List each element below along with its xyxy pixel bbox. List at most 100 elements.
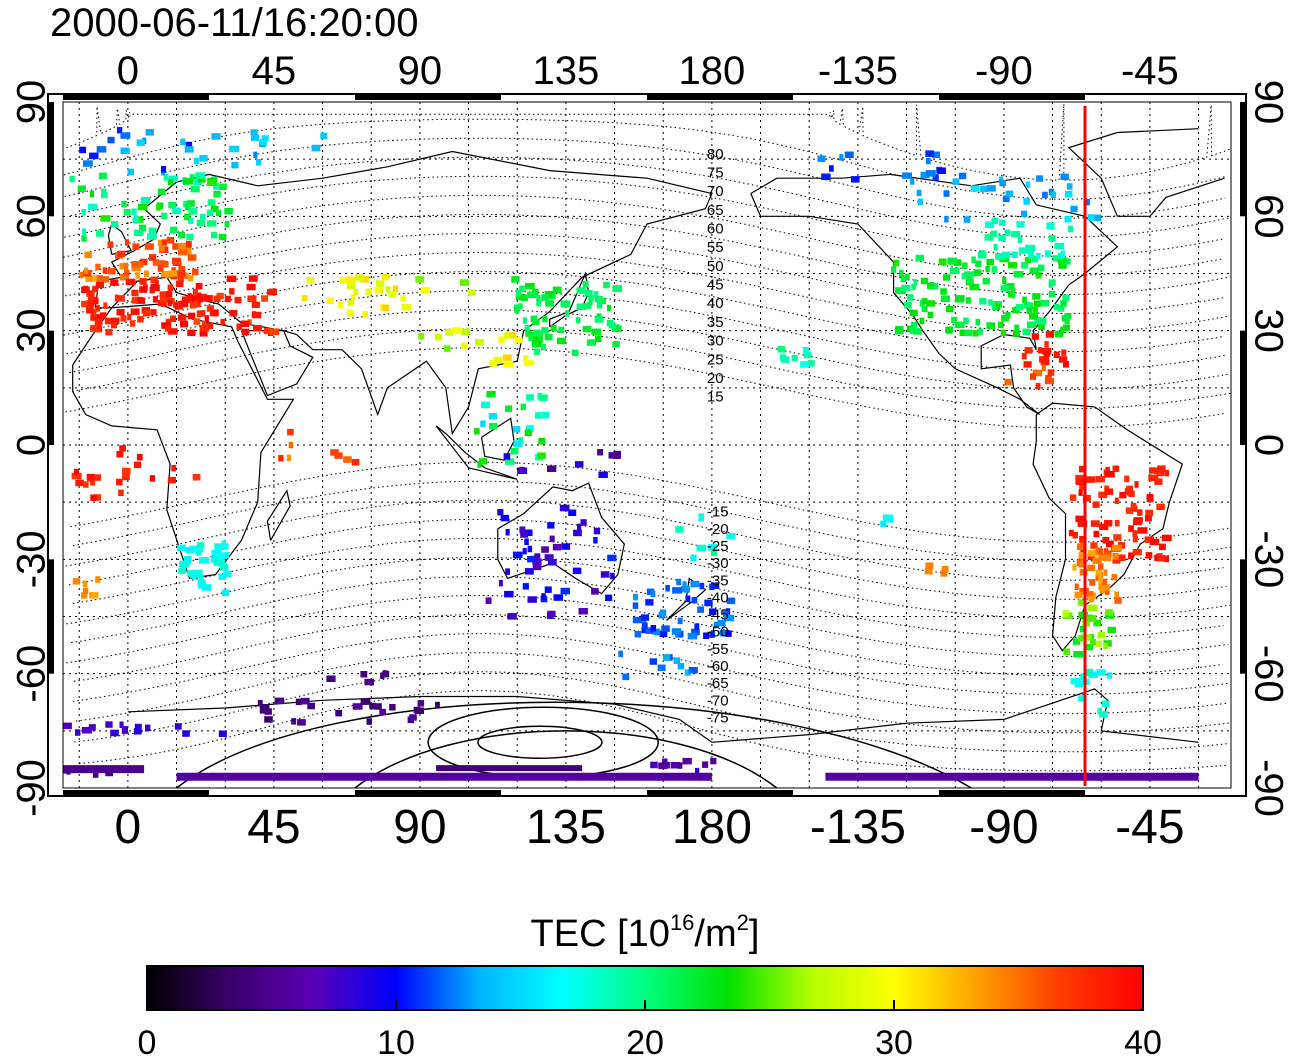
tec-band <box>63 765 145 774</box>
tec-cell <box>354 274 364 281</box>
tec-cell <box>1164 469 1170 477</box>
tec-cell <box>929 281 934 289</box>
tec-cell <box>119 274 130 281</box>
tec-cell <box>505 529 510 536</box>
tec-cell <box>1037 347 1042 354</box>
tec-cell <box>1021 262 1029 269</box>
tec-cell <box>1097 631 1106 639</box>
tec-cell <box>572 567 582 575</box>
contour-line <box>72 537 1231 619</box>
tec-cell <box>263 327 271 335</box>
tec-cell <box>895 287 903 294</box>
tec-cell <box>943 190 950 197</box>
tec-cell <box>1060 300 1067 307</box>
tec-cell <box>1114 591 1120 598</box>
tec-cell <box>593 537 598 544</box>
lon-tick-top: -135 <box>818 49 898 93</box>
tec-cell <box>503 453 511 460</box>
tec-cell <box>168 175 179 183</box>
contour-label: 30 <box>707 333 724 350</box>
tec-cell <box>992 303 1001 311</box>
tec-cell <box>632 602 639 609</box>
tec-cell <box>96 324 102 331</box>
tec-cell <box>187 329 196 337</box>
tec-cell <box>646 588 655 596</box>
tec-cell <box>1080 673 1086 680</box>
contour-line <box>71 576 1229 658</box>
tec-cell <box>684 669 691 676</box>
tec-cell <box>1157 465 1166 472</box>
tec-cell <box>1137 509 1143 516</box>
tec-cell <box>1098 548 1103 555</box>
tec-cell <box>1026 321 1037 328</box>
tec-cell <box>522 547 527 555</box>
tec-cell <box>1026 307 1032 314</box>
tec-cell <box>585 302 592 309</box>
tec-cell <box>580 519 587 526</box>
tec-cell <box>145 129 154 136</box>
tec-cell <box>381 273 390 281</box>
lon-tick-bottom: 135 <box>526 801 606 854</box>
tec-cell <box>118 489 124 497</box>
tec-cell <box>722 610 729 618</box>
tec-cell <box>560 300 571 307</box>
tec-cell <box>259 704 270 711</box>
tec-cell <box>185 557 191 565</box>
tec-cell <box>236 323 242 330</box>
tec-cell <box>541 294 549 301</box>
tec-cell <box>717 619 726 627</box>
tec-cell <box>588 298 593 306</box>
colorbar-tick-label: 20 <box>626 1024 664 1057</box>
tec-cell <box>1086 615 1097 622</box>
tec-cell <box>572 349 579 357</box>
tec-cell <box>203 295 213 302</box>
tec-cell <box>179 560 186 568</box>
tec-cell <box>645 627 655 634</box>
tec-cell <box>311 144 321 152</box>
tec-cell <box>192 474 201 481</box>
contour-label: -70 <box>707 692 729 709</box>
tec-cell <box>88 724 96 731</box>
frame-bar-left <box>48 330 54 445</box>
tec-cell <box>505 568 510 575</box>
tec-cell <box>1098 491 1108 499</box>
tec-cell <box>161 166 167 173</box>
tec-cell <box>148 227 157 234</box>
tec-cell <box>157 239 164 247</box>
colorbar-title-exp1: 16 <box>670 910 694 935</box>
tec-cell <box>1032 369 1042 377</box>
tec-cell <box>597 449 604 456</box>
lon-tick-top: 135 <box>533 49 600 93</box>
tec-cell <box>559 504 570 512</box>
tec-cell <box>474 339 484 346</box>
tec-cell <box>1005 190 1014 198</box>
tec-cell <box>1077 634 1084 642</box>
tec-cell <box>131 208 137 215</box>
tec-cell <box>459 279 469 286</box>
tec-cell <box>1068 529 1074 537</box>
contour-label: -65 <box>707 675 729 692</box>
lat-tick-right: 0 <box>1246 434 1290 456</box>
contour-line <box>63 118 1226 200</box>
tec-cell <box>81 209 87 216</box>
tec-cell <box>576 303 587 310</box>
tec-cell <box>1099 711 1105 718</box>
contour-line <box>70 461 1229 543</box>
tec-cell <box>553 594 563 601</box>
coastline <box>127 688 1199 743</box>
tec-cell <box>1090 520 1100 527</box>
tec-cell <box>93 494 102 501</box>
tec-cell <box>1054 242 1065 250</box>
tec-cell <box>807 360 815 367</box>
colorbar-tick-label: 30 <box>875 1024 913 1057</box>
tec-cell <box>1087 604 1098 612</box>
tec-cell <box>195 545 204 553</box>
tec-cell <box>1088 671 1098 678</box>
frame-bar-left <box>48 102 54 217</box>
tec-cell <box>931 151 940 158</box>
tec-cell <box>220 318 225 326</box>
tec-cell <box>474 428 480 435</box>
contour-line <box>66 103 1230 181</box>
tec-cell <box>385 286 391 293</box>
contour-line <box>75 652 1231 734</box>
